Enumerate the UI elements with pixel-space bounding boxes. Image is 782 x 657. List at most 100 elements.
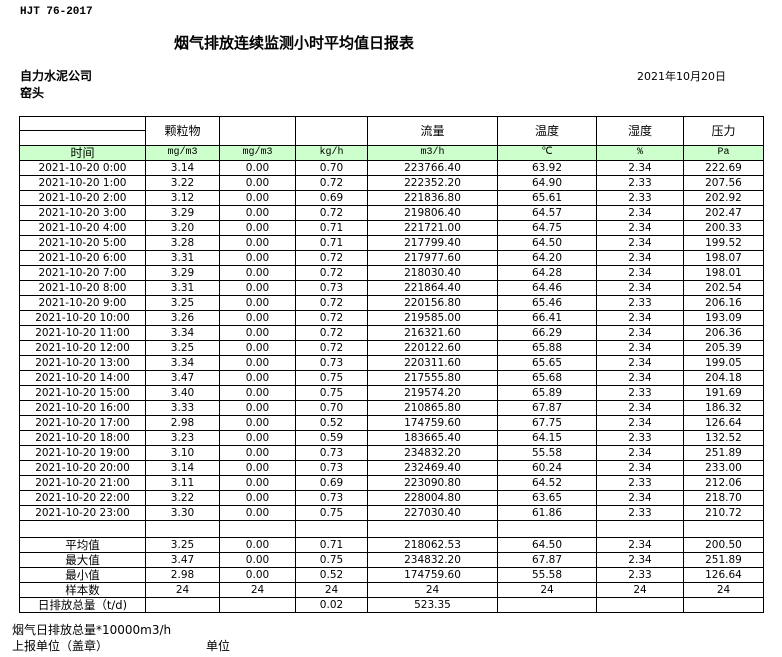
summary-row-cell: 24 — [596, 582, 684, 598]
table-row-cell: 0.73 — [295, 355, 368, 371]
units-row-cell: Pa — [683, 145, 764, 161]
table-row-cell: 64.46 — [497, 280, 597, 296]
table-row-cell: 198.01 — [683, 265, 764, 281]
summary-row-cell: 最大值 — [19, 552, 146, 568]
units-row-cell: mg/m3 — [219, 145, 296, 161]
table-row-cell: 132.52 — [683, 430, 764, 446]
table-row: 2021-10-20 13:00 3.34 0.00 0.73 220311.60 65.… — [19, 355, 764, 371]
table-row-cell: 3.29 — [145, 265, 220, 281]
table-row-cell: 206.36 — [683, 325, 764, 341]
table-row-cell: 0.00 — [219, 325, 296, 341]
table-row-cell: 198.07 — [683, 250, 764, 266]
summary-row-cell: 最小值 — [19, 567, 146, 583]
summary-row: 日排放总量（t/d) 0.02 523.35 — [19, 597, 764, 613]
table-row: 2021-10-20 17:00 2.98 0.00 0.52 174759.60 67.… — [19, 415, 764, 431]
table-row-cell: 0.00 — [219, 310, 296, 326]
table-row-cell: 3.20 — [145, 220, 220, 236]
table-row-cell: 64.57 — [497, 205, 597, 221]
summary-row-cell: 218062.53 — [367, 537, 498, 553]
table-row-cell: 2.98 — [145, 415, 220, 431]
table-row-cell: 221864.40 — [367, 280, 498, 296]
table-row-cell: 3.30 — [145, 505, 220, 521]
table-row-cell: 2021-10-20 9:00 — [19, 295, 146, 311]
table-row: 2021-10-20 15:00 3.40 0.00 0.75 219574.20 65.… — [19, 385, 764, 401]
table-row-cell: 2021-10-20 6:00 — [19, 250, 146, 266]
summary-row-cell: 2.34 — [596, 537, 684, 553]
table-row-cell: 202.92 — [683, 190, 764, 206]
table-row-cell: 0.00 — [219, 415, 296, 431]
table-row-cell: 2021-10-20 5:00 — [19, 235, 146, 251]
table-row-cell: 2021-10-20 10:00 — [19, 310, 146, 326]
table-row-cell: 63.65 — [497, 490, 597, 506]
units-row-cell: % — [596, 145, 684, 161]
summary-row: 最大值 3.47 0.00 0.75 234832.20 67.87 2.34 251.89 — [19, 552, 764, 568]
table-row-cell: 65.68 — [497, 370, 597, 386]
table-row-cell: 64.20 — [497, 250, 597, 266]
summary-row-cell: 24 — [497, 582, 597, 598]
table-row-cell: 193.09 — [683, 310, 764, 326]
blank-row-cell — [295, 520, 368, 538]
table-row: 2021-10-20 14:00 3.47 0.00 0.75 217555.80 65.… — [19, 370, 764, 386]
table-row-cell: 228004.80 — [367, 490, 498, 506]
table-row-cell: 2.34 — [596, 205, 684, 221]
table-row-cell: 200.33 — [683, 220, 764, 236]
table-row-cell: 0.00 — [219, 460, 296, 476]
table-row-cell: 0.00 — [219, 160, 296, 176]
footer-reporting-unit: 上报单位（盖章） — [12, 639, 109, 653]
summary-row-cell: 24 — [145, 582, 220, 598]
table-row-cell: 222352.20 — [367, 175, 498, 191]
table-row-cell: 66.41 — [497, 310, 597, 326]
table-row-cell: 3.22 — [145, 490, 220, 506]
table-row-cell: 3.25 — [145, 340, 220, 356]
summary-row-cell — [683, 597, 764, 613]
summary-row-cell: 55.58 — [497, 567, 597, 583]
table-row-cell: 2.34 — [596, 310, 684, 326]
units-row-cell: ℃ — [497, 145, 597, 161]
table-row-cell: 64.75 — [497, 220, 597, 236]
footer-total-note: 烟气日排放总量*10000m3/h — [12, 623, 172, 637]
table-row-cell: 3.28 — [145, 235, 220, 251]
summary-row-cell — [219, 597, 296, 613]
table-row-cell: 3.23 — [145, 430, 220, 446]
table-row-cell: 64.90 — [497, 175, 597, 191]
company-name: 自力水泥公司 — [20, 69, 93, 83]
table-row-cell: 2021-10-20 3:00 — [19, 205, 146, 221]
table-row-cell: 0.52 — [295, 415, 368, 431]
table-row: 2021-10-20 0:00 3.14 0.00 0.70 223766.40 63.9… — [19, 160, 764, 176]
blank-row-cell — [145, 520, 220, 538]
table-row-cell: 221836.80 — [367, 190, 498, 206]
table-row-cell: 2.33 — [596, 175, 684, 191]
report-table: 颗粒物 流量 温度 湿度 压力 时间 mg/m3 mg/m3 kg/h m3/h ℃% Pa 2021-… — [19, 116, 764, 613]
table-row-cell: 65.65 — [497, 355, 597, 371]
summary-row-cell: 3.25 — [145, 537, 220, 553]
table-row-cell: 220156.80 — [367, 295, 498, 311]
table-row-cell: 3.47 — [145, 370, 220, 386]
header-row-cell: 压力 — [683, 116, 764, 146]
table-row: 2021-10-20 6:00 3.31 0.00 0.72 217977.60 64.2… — [19, 250, 764, 266]
table-row-cell: 64.28 — [497, 265, 597, 281]
table-row-cell: 223090.80 — [367, 475, 498, 491]
summary-row-cell: 24 — [219, 582, 296, 598]
table-row-cell: 3.26 — [145, 310, 220, 326]
table-row: 2021-10-20 7:00 3.29 0.00 0.72 218030.40 64.2… — [19, 265, 764, 281]
table-row-cell: 220122.60 — [367, 340, 498, 356]
header-row: 颗粒物 流量 温度 湿度 压力 — [19, 116, 764, 146]
table-row-cell: 2021-10-20 7:00 — [19, 265, 146, 281]
table-row-cell: 2.34 — [596, 250, 684, 266]
table-row-cell: 222.69 — [683, 160, 764, 176]
table-row-cell: 2021-10-20 8:00 — [19, 280, 146, 296]
table-row-cell: 0.73 — [295, 280, 368, 296]
table-row-cell: 2.34 — [596, 415, 684, 431]
summary-row-cell: 日排放总量（t/d) — [19, 597, 146, 613]
table-row-cell: 0.00 — [219, 250, 296, 266]
summary-row: 平均值 3.25 0.00 0.71 218062.53 64.50 2.34 200.50 — [19, 537, 764, 553]
blank-row-cell — [497, 520, 597, 538]
standard-code: HJT 76-2017 — [20, 6, 93, 18]
summary-row-cell: 234832.20 — [367, 552, 498, 568]
blank-row-cell — [683, 520, 764, 538]
table-row: 2021-10-20 23:00 3.30 0.00 0.75 227030.40 61.… — [19, 505, 764, 521]
header-row-cell — [295, 116, 368, 146]
table-row-cell: 3.40 — [145, 385, 220, 401]
summary-row-cell: 0.52 — [295, 567, 368, 583]
table-row-cell: 0.00 — [219, 370, 296, 386]
